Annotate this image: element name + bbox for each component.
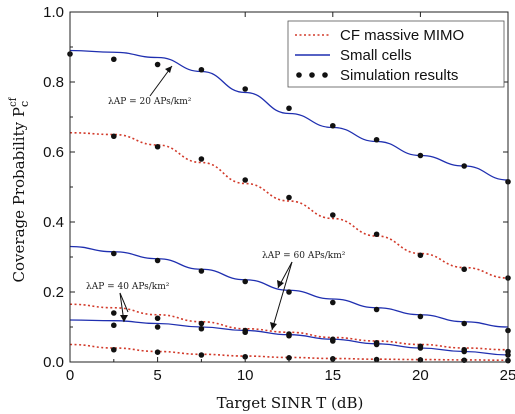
annotation-60-arrow-b xyxy=(271,261,293,331)
simulation-point xyxy=(154,61,161,68)
simulation-point xyxy=(111,310,117,316)
y-axis-title: Coverage Probability Pccf xyxy=(8,96,31,282)
simulation-point xyxy=(373,306,380,313)
simulation-point xyxy=(242,329,248,336)
simulation-point xyxy=(461,163,468,169)
series-line-cf-massive-mimo-5 xyxy=(69,343,509,362)
y-tick-label-0.4: 0.4 xyxy=(43,214,64,231)
annotation-40-arrow-b xyxy=(119,292,129,313)
annotation-20: λAP = 20 APs/km² xyxy=(108,65,192,107)
simulation-point xyxy=(330,122,336,129)
y-tick-label-0.2: 0.2 xyxy=(43,284,64,301)
axes-layer: 0 5 10 15 20 25 0.0 0.2 0.4 0.6 0.8 1.0 xyxy=(43,4,515,384)
simulation-point xyxy=(461,266,468,273)
x-tick-label-10: 10 xyxy=(237,367,254,384)
simulation-point xyxy=(154,257,161,264)
simulation-point xyxy=(373,231,380,238)
x-tick-label-5: 5 xyxy=(153,367,161,384)
legend-label-sim: Simulation results xyxy=(340,67,458,84)
simulation-point xyxy=(417,152,424,159)
simulation-point xyxy=(461,348,468,355)
x-tick-label-25: 25 xyxy=(500,367,515,384)
simulation-point xyxy=(286,194,292,201)
y-axis-title-main: Coverage Probability P xyxy=(10,107,28,282)
simulation-point xyxy=(198,156,205,162)
y-axis-title-sup: cf xyxy=(8,96,19,107)
simulation-point xyxy=(330,299,336,306)
series-line-cf-massive-mimo-1 xyxy=(69,131,509,279)
legend-label-cf: CF massive MIMO xyxy=(340,27,464,44)
y-axis-title-group: Coverage Probability Pccf xyxy=(8,96,31,282)
simulation-point xyxy=(330,338,336,344)
simulation-point xyxy=(154,349,161,356)
legend-marker-2 xyxy=(309,72,315,78)
annotation-20-arrowhead xyxy=(165,66,172,73)
simulation-point xyxy=(373,136,380,143)
simulation-point xyxy=(286,289,292,295)
simulation-point xyxy=(198,325,205,332)
legend: CF massive MIMO Small cells Simulation r… xyxy=(287,20,505,88)
legend-marker-1 xyxy=(296,72,302,78)
simulation-point xyxy=(111,133,117,140)
simulation-point xyxy=(330,212,336,218)
simulation-point xyxy=(417,252,424,259)
simulation-point xyxy=(242,278,248,285)
simulation-point xyxy=(417,345,424,351)
y-tick-label-1.0: 1.0 xyxy=(43,4,64,21)
simulation-point xyxy=(242,353,248,360)
simulation-point xyxy=(154,324,161,330)
simulation-point xyxy=(286,355,292,361)
annotation-20-text: λAP = 20 APs/km² xyxy=(108,97,192,107)
annotation-60-arrowhead-b xyxy=(270,322,277,330)
legend-marker-3 xyxy=(322,72,328,78)
simulation-point xyxy=(198,66,205,73)
annotation-60: λAP = 60 APs/km² xyxy=(262,251,346,331)
simulation-point xyxy=(286,105,292,112)
simulation-point xyxy=(111,346,117,353)
annotation-40-arrowhead-a xyxy=(120,315,128,322)
simulation-point xyxy=(417,313,424,320)
simulation-point xyxy=(461,320,468,327)
simulation-point xyxy=(154,315,161,322)
annotation-40: λAP = 40 APs/km² xyxy=(86,282,170,323)
annotation-40-text: λAP = 40 APs/km² xyxy=(86,282,170,292)
annotation-60-arrowhead-a xyxy=(277,280,284,288)
simulation-point xyxy=(242,86,248,92)
simulation-point xyxy=(286,332,292,339)
simulation-point xyxy=(198,352,205,358)
simulation-point xyxy=(242,177,248,183)
y-tick-label-0.6: 0.6 xyxy=(43,144,64,161)
simulation-point xyxy=(111,322,117,329)
simulation-point xyxy=(154,143,161,150)
simulation-point xyxy=(373,341,380,348)
legend-label-small: Small cells xyxy=(340,47,412,64)
simulation-point xyxy=(198,268,205,274)
y-tick-label-0.0: 0.0 xyxy=(43,354,64,371)
series-line-small-cells-0 xyxy=(69,49,509,181)
annotation-60-text: λAP = 60 APs/km² xyxy=(262,251,346,261)
y-tick-label-0.8: 0.8 xyxy=(43,74,64,91)
simulation-point xyxy=(111,56,117,63)
x-tick-label-15: 15 xyxy=(324,367,341,384)
x-tick-label-0: 0 xyxy=(66,367,74,384)
x-axis-title: Target SINR T (dB) xyxy=(217,394,364,412)
simulation-point xyxy=(198,320,205,327)
x-tick-label-20: 20 xyxy=(412,367,429,384)
y-axis-title-sub: c xyxy=(18,101,31,107)
simulation-points-layer xyxy=(67,51,511,364)
simulation-point xyxy=(111,250,117,257)
